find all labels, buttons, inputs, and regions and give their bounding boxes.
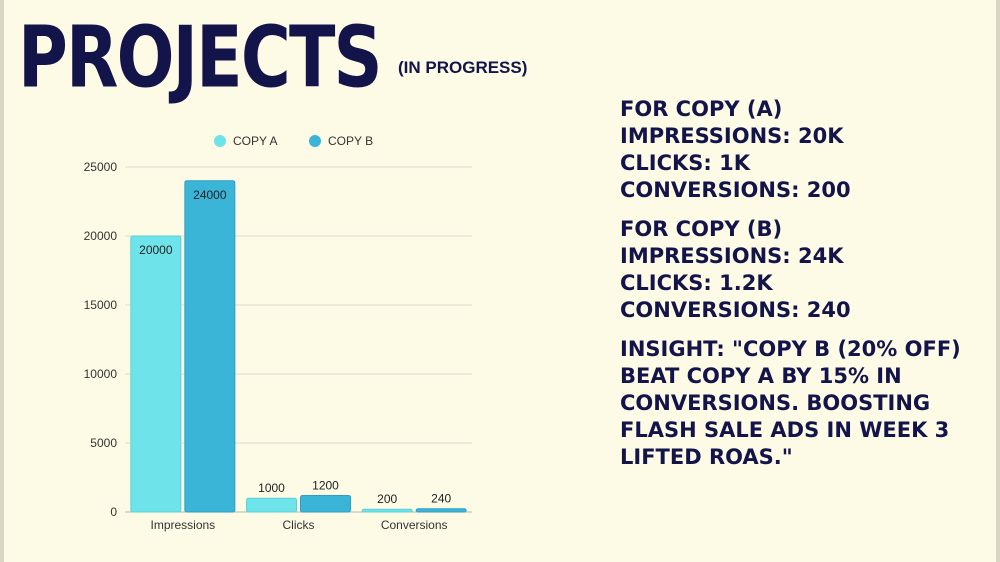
insight-line: BEAT COPY A BY 15% IN [620, 364, 902, 388]
bar [130, 235, 182, 513]
y-tick-label: 5000 [90, 436, 117, 450]
legend-label: COPY B [328, 134, 373, 148]
insight-line: CONVERSIONS. BOOSTING [620, 391, 931, 415]
summary-panel: FOR COPY (A) IMPRESSIONS: 20K CLICKS: 1K… [620, 96, 990, 483]
copy-a-clicks: CLICKS: 1K [620, 151, 751, 175]
copy-a-impressions: IMPRESSIONS: 20K [620, 124, 844, 148]
bar-value-label: 20000 [139, 243, 173, 257]
bar-value-label: 200 [377, 492, 397, 506]
insight-line: LIFTED ROAS." [620, 445, 793, 469]
x-tick-label: Impressions [150, 518, 215, 532]
copy-b-clicks: CLICKS: 1.2K [620, 271, 773, 295]
legend-label: COPY A [233, 134, 277, 148]
y-tick-label: 10000 [84, 367, 118, 381]
copy-b-conversions: CONVERSIONS: 240 [620, 298, 851, 322]
insight-line: INSIGHT: "COPY B (20% OFF) [620, 337, 961, 361]
legend-swatch [309, 135, 321, 147]
y-tick-label: 0 [110, 505, 117, 519]
bar [300, 494, 351, 513]
x-tick-label: Conversions [381, 518, 448, 532]
bar [246, 497, 297, 513]
y-tick-label: 15000 [84, 298, 118, 312]
insight-line: FLASH SALE ADS IN WEEK 3 [620, 418, 950, 442]
bar [415, 508, 467, 513]
legend-swatch [214, 135, 226, 147]
y-tick-label: 20000 [84, 229, 118, 243]
copy-a-conversions: CONVERSIONS: 200 [620, 178, 851, 202]
bar [184, 180, 236, 513]
bar-value-label: 24000 [193, 188, 227, 202]
x-tick-label: Clicks [283, 518, 315, 532]
bar-value-label: 1000 [258, 481, 285, 495]
copy-b-impressions: IMPRESSIONS: 24K [620, 244, 844, 268]
copy-a-summary: FOR COPY (A) IMPRESSIONS: 20K CLICKS: 1K… [620, 96, 990, 204]
insight-summary: INSIGHT: "COPY B (20% OFF) BEAT COPY A B… [620, 336, 990, 471]
page-title: PROJECTS [18, 8, 383, 108]
bar-value-label: 1200 [312, 478, 339, 492]
copy-b-summary: FOR COPY (B) IMPRESSIONS: 24K CLICKS: 1.… [620, 216, 990, 324]
copy-b-heading: FOR COPY (B) [620, 217, 783, 241]
bar [361, 508, 413, 513]
y-tick-label: 25000 [84, 160, 118, 174]
copy-a-heading: FOR COPY (A) [620, 97, 783, 121]
page-subtitle: (IN PROGRESS) [398, 58, 528, 77]
bar-value-label: 240 [431, 492, 451, 506]
bar-chart: 0 5000 10000 15000 20000 25000 COPY A COPY B 200… [84, 134, 472, 532]
